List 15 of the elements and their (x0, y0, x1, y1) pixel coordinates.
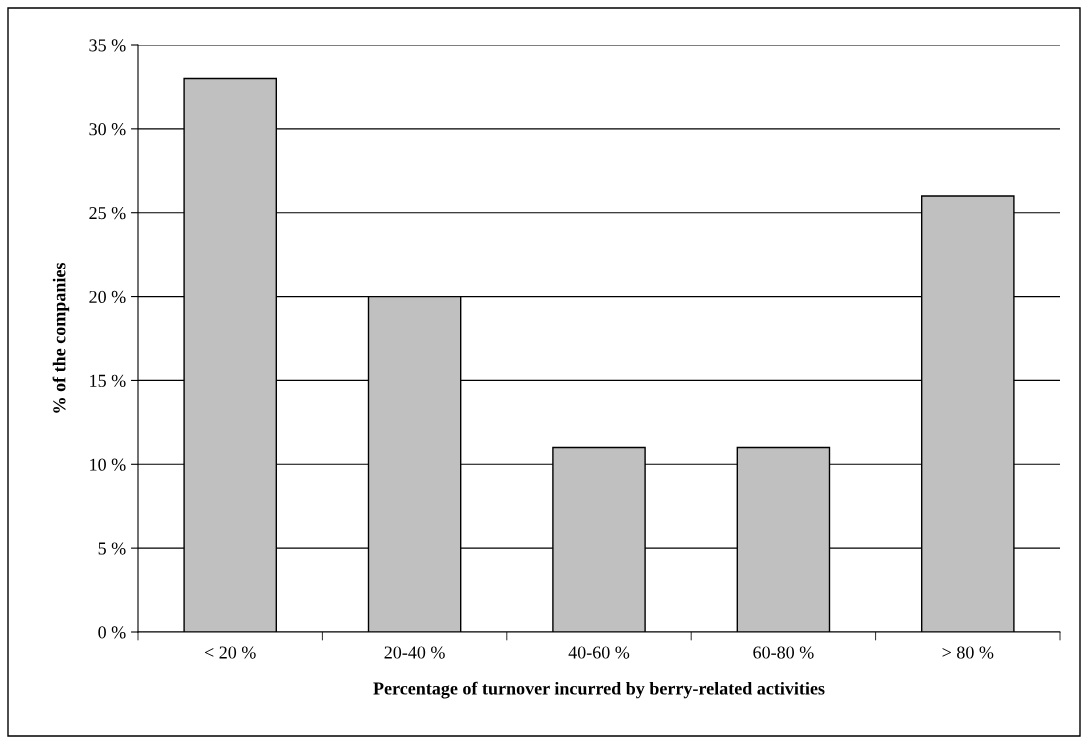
x-axis-title: Percentage of turnover incurred by berry-related activities (373, 681, 825, 699)
y-tick-label: 15 % (90, 374, 126, 387)
x-tick-label: > 80 % (942, 646, 994, 659)
x-tick-label: 20-40 % (384, 646, 445, 659)
x-tick-label: 60-80 % (753, 646, 814, 659)
y-tick-label: 30 % (89, 123, 126, 136)
y-axis-title: % of the companies (52, 262, 70, 413)
y-tick-label: 25 % (89, 206, 126, 220)
y-tick-label: 35 % (89, 39, 126, 52)
y-tick-label: 5 % (98, 542, 126, 555)
x-tick-label: 40-60 % (568, 646, 630, 659)
y-tick-label: 10 % (90, 458, 126, 471)
x-tick-label: < 20 % (204, 646, 256, 659)
y-tick-label: 0 % (98, 626, 126, 639)
y-tick-label: 20 % (89, 290, 126, 304)
